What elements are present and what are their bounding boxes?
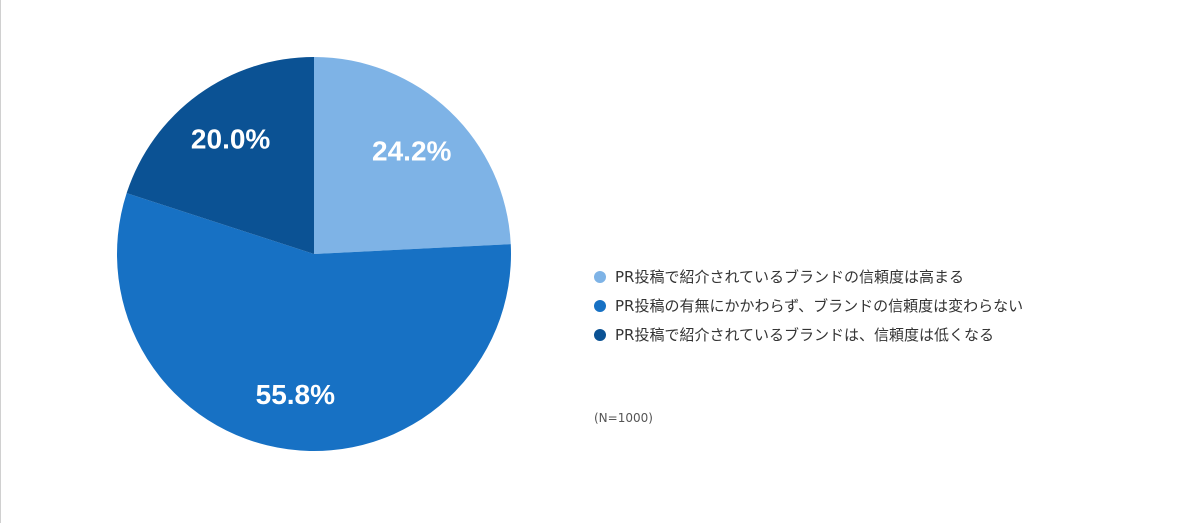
pie-chart: 24.2% 55.8% 20.0% [117,57,512,451]
legend-dot-icon [594,328,606,341]
left-border [0,0,1,523]
slice-label-no-change: 55.8% [256,379,335,410]
legend-dot-icon [594,299,606,312]
legend-label: PR投稿で紹介されているブランドの信頼度は高まる [615,268,965,286]
slice-increase [314,57,511,254]
legend-item: PR投稿の有無にかかわらず、ブランドの信頼度は変わらない [594,291,1023,320]
legend-label: PR投稿で紹介されているブランドは、信頼度は低くなる [615,326,995,344]
legend-label: PR投稿の有無にかかわらず、ブランドの信頼度は変わらない [615,297,1024,315]
legend-dot-icon [594,270,606,283]
sample-size-note: (N=1000) [594,411,653,425]
slice-label-increase: 24.2% [372,136,451,167]
legend-item: PR投稿で紹介されているブランドは、信頼度は低くなる [594,320,1023,349]
slice-decrease [126,57,314,254]
legend: PR投稿で紹介されているブランドの信頼度は高まる PR投稿の有無にかかわらず、ブラ… [594,262,1023,349]
legend-item: PR投稿で紹介されているブランドの信頼度は高まる [594,262,1023,291]
slice-label-decrease: 20.0% [191,124,270,155]
slice-no-change [117,193,512,451]
